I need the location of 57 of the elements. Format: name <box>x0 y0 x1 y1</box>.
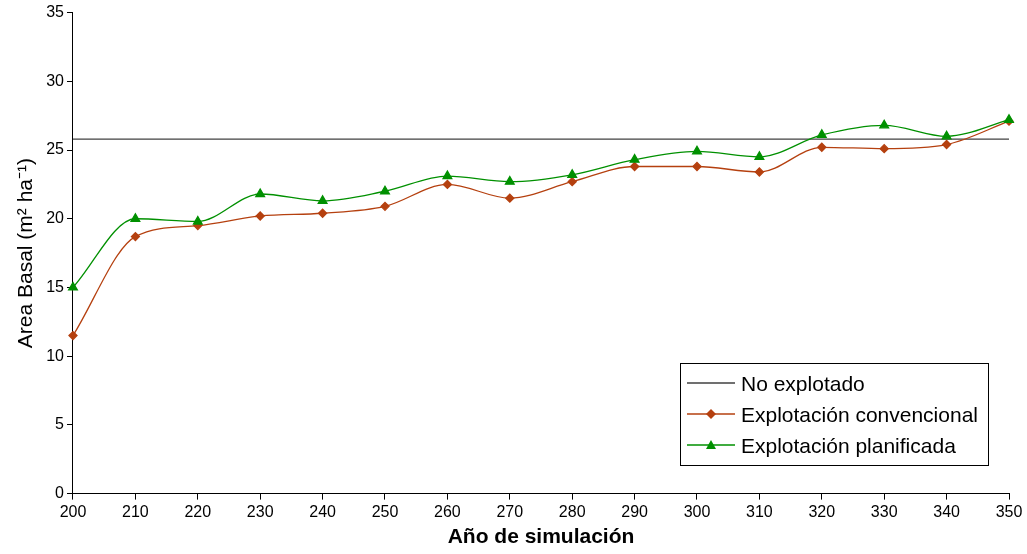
y-tick-label: 15 <box>46 277 65 295</box>
point <box>317 208 328 218</box>
point <box>754 151 765 161</box>
point <box>941 130 952 140</box>
point <box>380 201 390 212</box>
point <box>629 161 640 172</box>
x-tick-label: 330 <box>870 502 898 520</box>
point <box>879 119 890 129</box>
x-tick-label: 230 <box>246 502 274 520</box>
y-tick-label: 0 <box>55 484 65 502</box>
point <box>505 193 515 203</box>
point <box>255 188 266 198</box>
y-axis-title: Area Basal (m² ha⁻¹) <box>13 157 37 349</box>
legend-label: Explotación convencional <box>741 401 978 428</box>
x-tick-label: 240 <box>309 502 337 520</box>
y-tick-label: 10 <box>46 346 65 364</box>
point <box>68 330 78 341</box>
y-tick-label: 20 <box>46 209 65 227</box>
x-tick-label: 290 <box>621 502 649 520</box>
y-tick-label: 25 <box>46 140 65 158</box>
point <box>317 195 328 205</box>
x-tick-label: 320 <box>808 502 836 520</box>
point <box>130 231 141 242</box>
point <box>192 215 203 225</box>
point <box>567 169 578 178</box>
point <box>817 142 827 152</box>
x-tick-label: 280 <box>558 502 586 520</box>
x-tick-label: 300 <box>683 502 711 520</box>
x-tick-label: 340 <box>933 502 961 520</box>
point <box>68 281 78 291</box>
x-tick-label: 250 <box>371 502 399 520</box>
point <box>380 185 390 195</box>
x-tick-label: 220 <box>184 502 212 520</box>
point <box>816 129 827 139</box>
point <box>442 170 453 180</box>
point <box>504 175 515 185</box>
x-axis-title: Año de simulación <box>447 524 635 548</box>
point <box>629 154 640 163</box>
x-tick-label: 350 <box>995 502 1023 520</box>
point <box>754 167 765 177</box>
point <box>255 211 265 221</box>
x-tick-label: 260 <box>434 502 461 520</box>
point <box>879 144 889 154</box>
x-tick-label: 270 <box>496 502 524 520</box>
y-tick-label: 5 <box>55 415 65 433</box>
point <box>692 161 702 172</box>
point <box>692 145 702 155</box>
legend-label: No explotado <box>741 370 865 397</box>
x-tick-label: 210 <box>122 502 149 520</box>
point <box>130 213 141 222</box>
y-tick-label: 30 <box>46 71 65 89</box>
x-tick-label: 310 <box>746 502 773 520</box>
y-tick-label: 35 <box>46 3 65 21</box>
x-tick-label: 200 <box>59 502 87 520</box>
point <box>442 179 453 190</box>
legend-label: Explotación planificada <box>741 432 956 459</box>
point <box>941 139 952 150</box>
